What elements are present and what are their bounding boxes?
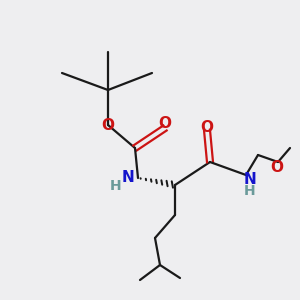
Text: O: O [200,119,214,134]
Text: H: H [244,184,256,198]
Text: N: N [122,170,134,185]
Text: O: O [101,118,115,133]
Text: H: H [110,179,122,193]
Text: O: O [158,116,172,131]
Text: N: N [244,172,256,187]
Text: O: O [271,160,284,175]
